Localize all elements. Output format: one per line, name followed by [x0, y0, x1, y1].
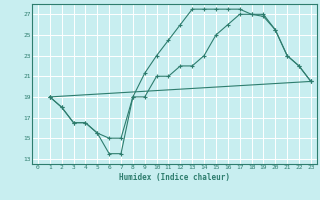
X-axis label: Humidex (Indice chaleur): Humidex (Indice chaleur) — [119, 173, 230, 182]
